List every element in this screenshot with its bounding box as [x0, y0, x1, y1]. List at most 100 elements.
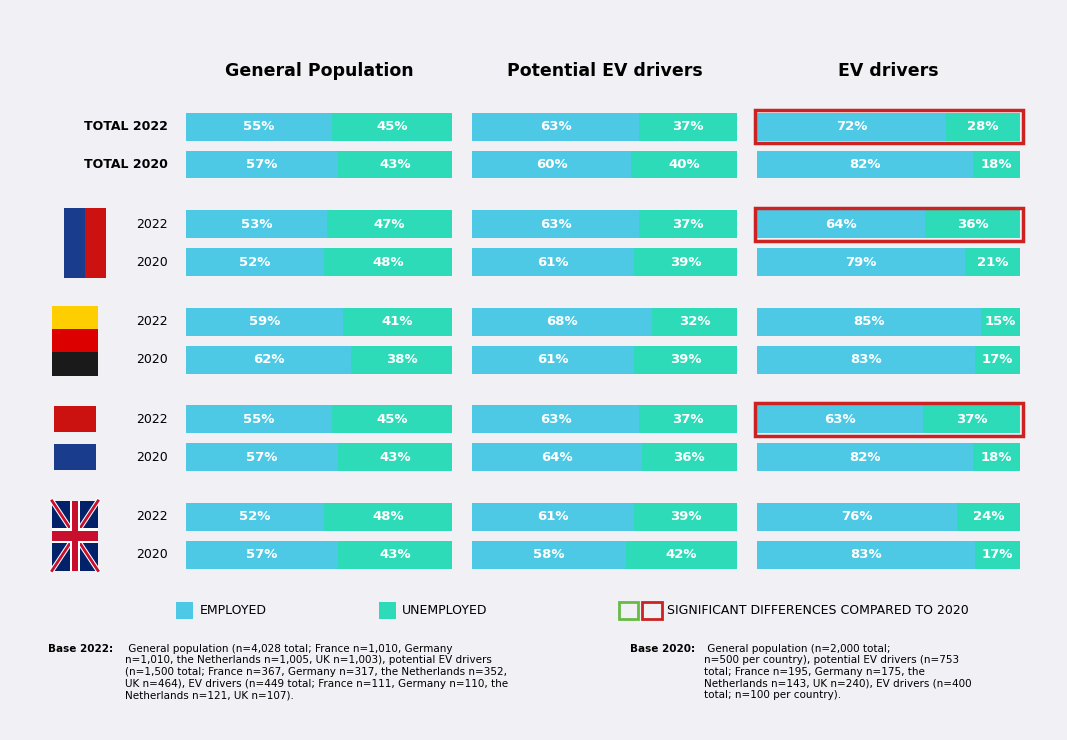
Text: 53%: 53% [241, 218, 272, 231]
Bar [186, 503, 324, 531]
Text: 21%: 21% [976, 255, 1008, 269]
Bar [472, 308, 652, 336]
Text: 2020: 2020 [137, 255, 168, 269]
Bar [70, 501, 80, 571]
Bar [754, 208, 1022, 240]
Bar [52, 352, 98, 375]
Text: 63%: 63% [824, 413, 856, 425]
Text: 62%: 62% [253, 353, 284, 366]
Bar [186, 443, 337, 471]
Bar [757, 248, 965, 276]
Text: 39%: 39% [670, 353, 701, 366]
Bar [324, 248, 452, 276]
Text: 45%: 45% [377, 413, 408, 425]
Text: General population (n=2,000 total;
n=500 per country), potential EV drivers (n=7: General population (n=2,000 total; n=500… [704, 644, 972, 700]
Bar [351, 346, 452, 374]
Bar [343, 308, 452, 336]
Text: 37%: 37% [672, 218, 704, 231]
Bar [957, 503, 1020, 531]
Bar [472, 210, 639, 238]
Bar [332, 406, 452, 433]
Bar [757, 443, 973, 471]
Bar [186, 406, 332, 433]
Bar [54, 406, 96, 432]
Text: 2022: 2022 [137, 413, 168, 425]
Text: 57%: 57% [246, 158, 277, 171]
Text: 39%: 39% [670, 255, 701, 269]
Text: 64%: 64% [826, 218, 857, 231]
Bar [472, 248, 634, 276]
Bar [757, 541, 975, 568]
Text: 2022: 2022 [137, 315, 168, 329]
Text: 28%: 28% [968, 120, 999, 133]
Text: 68%: 68% [546, 315, 578, 329]
Bar [757, 308, 981, 336]
Bar [975, 541, 1020, 568]
Text: TOTAL 2022: TOTAL 2022 [84, 120, 168, 133]
Bar [52, 528, 98, 543]
Bar [639, 406, 737, 433]
Text: Potential EV drivers: Potential EV drivers [507, 62, 702, 80]
Bar [52, 531, 98, 541]
Text: 41%: 41% [382, 315, 413, 329]
Bar [923, 406, 1020, 433]
Text: 76%: 76% [841, 511, 873, 523]
Bar [757, 112, 946, 141]
Text: 83%: 83% [850, 548, 882, 561]
Text: 43%: 43% [379, 548, 411, 561]
Text: 36%: 36% [957, 218, 988, 231]
Text: 2022: 2022 [137, 218, 168, 231]
Text: 48%: 48% [372, 511, 404, 523]
Text: 18%: 18% [981, 158, 1013, 171]
Text: Base 2020:: Base 2020: [630, 644, 695, 654]
Bar [324, 503, 452, 531]
Text: 64%: 64% [541, 451, 573, 464]
Text: 57%: 57% [246, 451, 277, 464]
Text: 59%: 59% [249, 315, 281, 329]
Text: General population (n=4,028 total; France n=1,010, Germany
n=1,010, the Netherla: General population (n=4,028 total; Franc… [125, 644, 508, 700]
Bar [625, 541, 737, 568]
Bar [472, 346, 634, 374]
Bar [965, 248, 1020, 276]
Bar [186, 248, 324, 276]
Text: SIGNIFICANT DIFFERENCES COMPARED TO 2020: SIGNIFICANT DIFFERENCES COMPARED TO 2020 [667, 604, 969, 617]
Bar [757, 503, 957, 531]
Text: 72%: 72% [835, 120, 867, 133]
Text: 82%: 82% [849, 158, 880, 171]
Bar [975, 346, 1020, 374]
Text: 18%: 18% [981, 451, 1013, 464]
Bar [981, 308, 1020, 336]
Text: EMPLOYED: EMPLOYED [200, 604, 267, 617]
Bar [754, 110, 1022, 143]
Text: 39%: 39% [670, 511, 701, 523]
Bar [85, 209, 106, 278]
Text: 37%: 37% [672, 413, 704, 425]
Bar [757, 210, 925, 238]
Text: 55%: 55% [243, 413, 275, 425]
Text: UNEMPLOYED: UNEMPLOYED [402, 604, 488, 617]
Text: 45%: 45% [377, 120, 408, 133]
Bar [757, 346, 975, 374]
Text: TOTAL 2020: TOTAL 2020 [84, 158, 168, 171]
Text: 63%: 63% [540, 218, 571, 231]
Bar [946, 112, 1020, 141]
Text: 40%: 40% [668, 158, 700, 171]
Bar [639, 210, 737, 238]
Bar [54, 444, 96, 470]
Text: 61%: 61% [537, 511, 569, 523]
Text: 24%: 24% [973, 511, 1004, 523]
Bar [186, 210, 327, 238]
Bar [472, 503, 634, 531]
Bar [757, 151, 973, 178]
Bar [757, 406, 923, 433]
Text: 37%: 37% [672, 120, 704, 133]
Text: 52%: 52% [239, 255, 271, 269]
Text: 42%: 42% [666, 548, 697, 561]
Bar [973, 443, 1020, 471]
Bar [337, 443, 452, 471]
Text: 48%: 48% [372, 255, 404, 269]
Text: 2020: 2020 [137, 353, 168, 366]
Bar [639, 112, 737, 141]
Bar [631, 151, 737, 178]
Text: 79%: 79% [845, 255, 877, 269]
